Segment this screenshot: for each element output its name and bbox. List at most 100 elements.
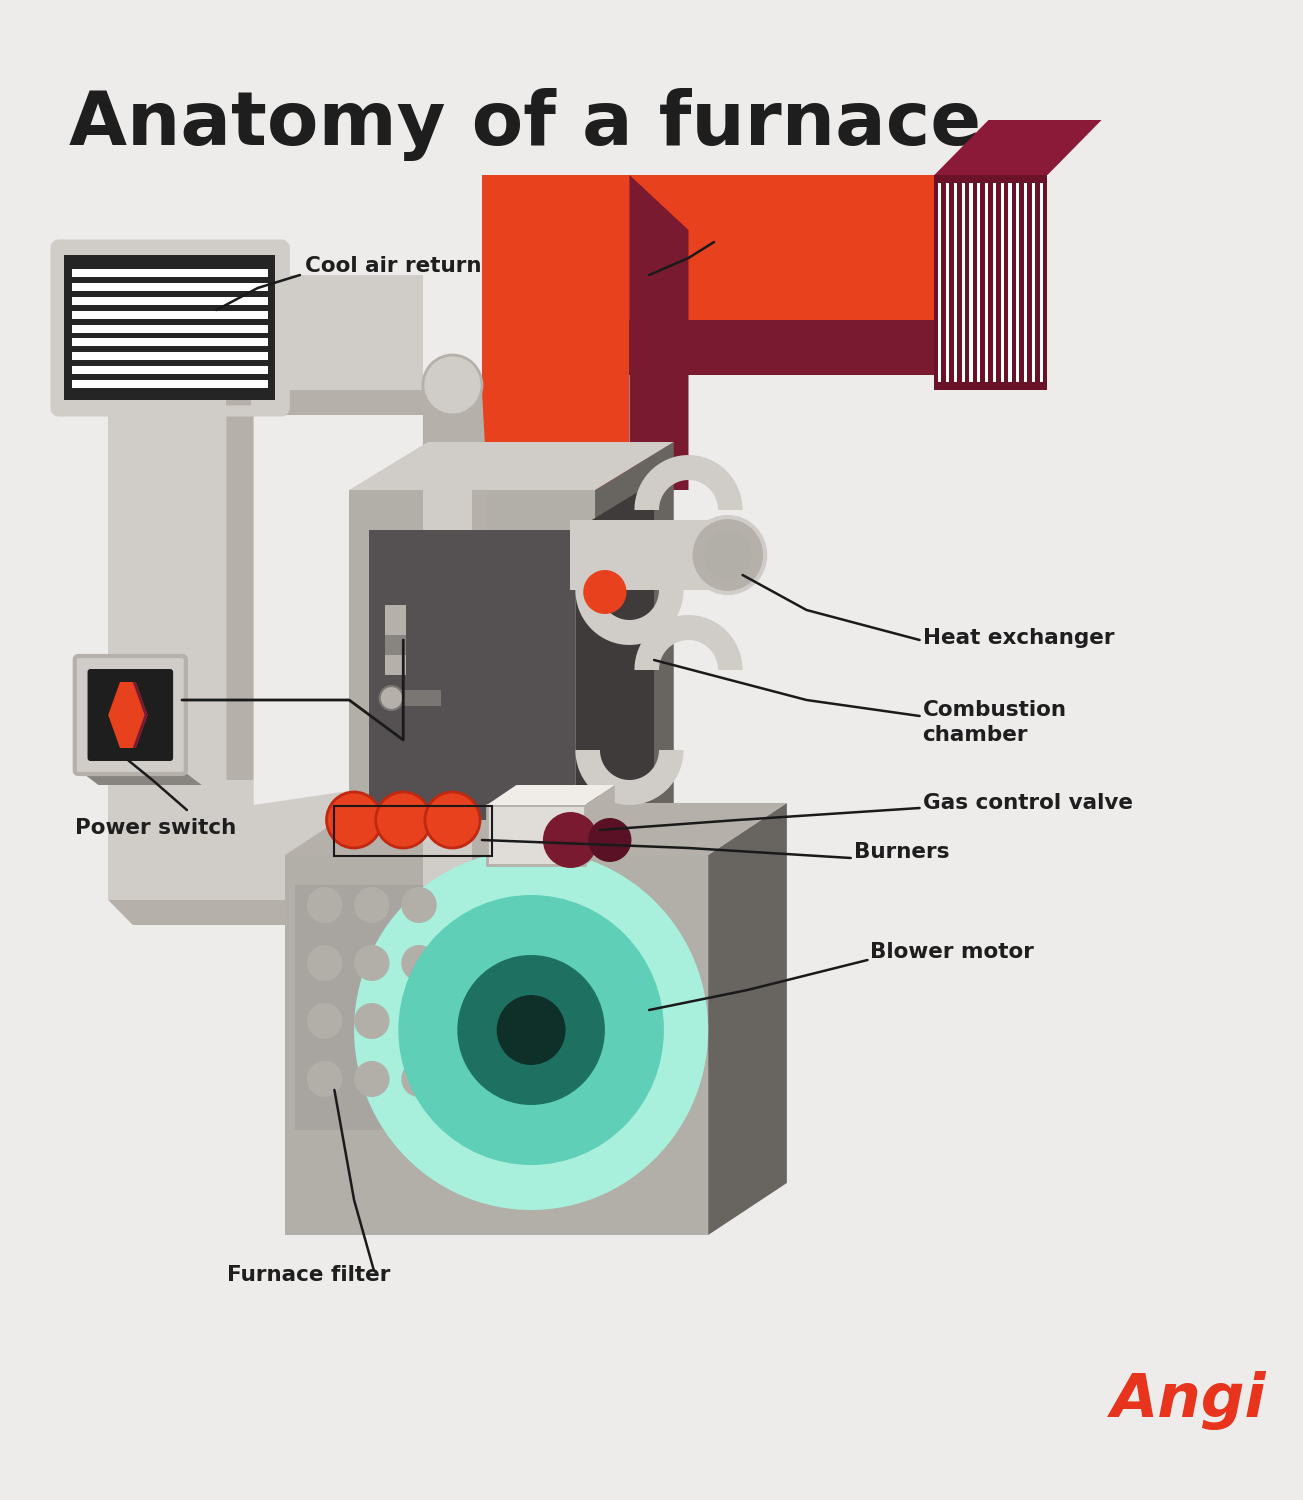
Polygon shape — [227, 390, 254, 806]
Circle shape — [354, 945, 390, 981]
Circle shape — [327, 792, 382, 847]
Bar — [72, 324, 267, 333]
Circle shape — [354, 1004, 390, 1040]
FancyBboxPatch shape — [74, 656, 186, 774]
FancyBboxPatch shape — [87, 669, 173, 760]
Bar — [946, 183, 949, 382]
Bar — [962, 183, 964, 382]
Bar — [423, 480, 472, 900]
Polygon shape — [108, 780, 423, 900]
Circle shape — [354, 886, 390, 922]
Bar — [72, 339, 267, 346]
Bar — [369, 530, 576, 821]
Bar — [285, 855, 708, 1234]
Bar — [1040, 183, 1042, 382]
Polygon shape — [482, 176, 934, 491]
Bar — [1032, 183, 1035, 382]
Polygon shape — [285, 802, 787, 855]
Polygon shape — [635, 454, 743, 510]
Polygon shape — [708, 802, 787, 1234]
Polygon shape — [285, 802, 787, 855]
Bar — [72, 352, 267, 360]
Polygon shape — [635, 615, 743, 670]
Text: Heat exchanger: Heat exchanger — [923, 628, 1114, 648]
Circle shape — [354, 1060, 390, 1096]
Circle shape — [308, 1004, 343, 1040]
Polygon shape — [108, 900, 447, 926]
Text: Warm air: Warm air — [718, 230, 829, 251]
Text: Power switch: Power switch — [74, 818, 236, 839]
Bar — [472, 480, 487, 900]
Bar — [72, 310, 267, 318]
Polygon shape — [482, 320, 934, 490]
Circle shape — [401, 945, 437, 981]
Polygon shape — [576, 750, 684, 806]
Bar — [969, 183, 972, 382]
Bar — [285, 855, 708, 885]
Bar — [72, 284, 267, 291]
Circle shape — [496, 994, 566, 1065]
Text: Anatomy of a furnace: Anatomy of a furnace — [69, 88, 981, 160]
Bar — [72, 380, 267, 388]
Polygon shape — [59, 248, 281, 408]
Polygon shape — [487, 784, 615, 806]
Bar — [993, 183, 995, 382]
Polygon shape — [78, 770, 202, 784]
Text: Angi: Angi — [1111, 1371, 1267, 1430]
Circle shape — [457, 956, 605, 1106]
Polygon shape — [108, 274, 423, 390]
Polygon shape — [227, 416, 423, 806]
Bar — [985, 183, 988, 382]
Circle shape — [584, 570, 627, 614]
Circle shape — [423, 356, 482, 416]
Text: Furnace filter: Furnace filter — [227, 1264, 391, 1286]
Bar — [977, 183, 980, 382]
Bar — [72, 297, 267, 304]
Bar — [72, 366, 267, 374]
Circle shape — [308, 1060, 343, 1096]
Polygon shape — [576, 590, 684, 645]
Bar — [938, 183, 941, 382]
Circle shape — [401, 1004, 437, 1040]
Polygon shape — [349, 442, 674, 491]
Circle shape — [691, 518, 765, 593]
Polygon shape — [629, 176, 688, 491]
Circle shape — [308, 886, 343, 922]
Bar — [1009, 183, 1011, 382]
Circle shape — [401, 886, 437, 922]
Circle shape — [704, 531, 752, 579]
Polygon shape — [108, 390, 447, 416]
Bar — [487, 806, 585, 865]
Bar — [954, 183, 956, 382]
Polygon shape — [133, 682, 147, 748]
Polygon shape — [595, 442, 674, 860]
Bar — [1001, 183, 1003, 382]
Bar — [335, 806, 491, 856]
Polygon shape — [423, 390, 487, 480]
Circle shape — [425, 792, 480, 847]
Polygon shape — [108, 682, 147, 748]
Bar — [1016, 183, 1019, 382]
Text: Combustion
chamber: Combustion chamber — [923, 700, 1067, 746]
Bar — [391, 690, 440, 706]
Polygon shape — [482, 176, 934, 491]
Bar — [72, 268, 267, 278]
Polygon shape — [585, 784, 615, 865]
Polygon shape — [108, 390, 227, 780]
Circle shape — [375, 792, 431, 847]
Bar — [349, 490, 595, 859]
Circle shape — [588, 818, 632, 862]
FancyBboxPatch shape — [7, 6, 1276, 1494]
Bar — [384, 634, 407, 656]
Bar — [64, 255, 275, 400]
Circle shape — [401, 1060, 437, 1096]
Bar — [1024, 183, 1027, 382]
Text: Burners: Burners — [853, 842, 949, 862]
Polygon shape — [934, 176, 993, 390]
Circle shape — [379, 686, 403, 709]
Bar — [294, 870, 447, 1130]
Text: Cool air return: Cool air return — [305, 256, 481, 276]
Circle shape — [543, 812, 598, 868]
Polygon shape — [576, 482, 654, 820]
Bar — [934, 176, 1048, 390]
